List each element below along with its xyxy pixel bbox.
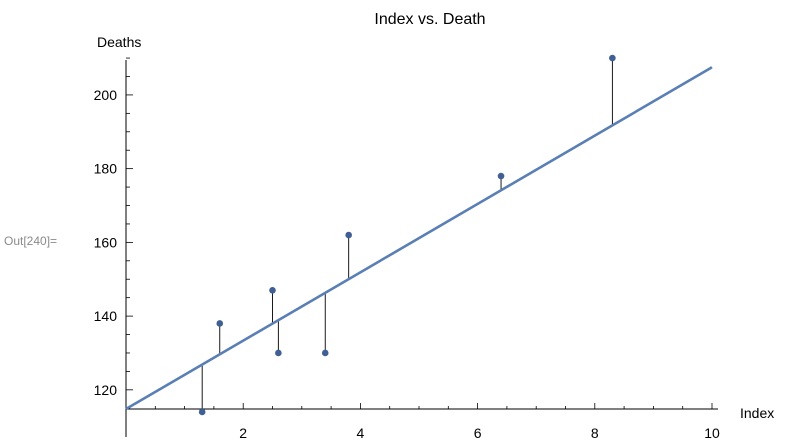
x-tick-label: 2	[239, 425, 247, 441]
y-tick-label: 120	[94, 382, 118, 398]
output-cell-label: Out[240]=	[4, 234, 58, 248]
x-tick-label: 6	[474, 425, 482, 441]
axes: 2 4 6 8 10 120 140 160 180 200	[94, 57, 720, 441]
x-axis-label: Index	[740, 405, 774, 421]
data-point	[345, 231, 352, 239]
chart-title: Index vs. Death	[374, 11, 485, 28]
x-tick-label: 4	[357, 425, 365, 441]
data-point	[321, 349, 329, 357]
y-tick-label: 160	[94, 234, 118, 250]
y-tick-label: 180	[94, 161, 118, 177]
data-point	[497, 172, 505, 180]
data-point	[275, 349, 282, 357]
y-tick-label: 200	[94, 87, 118, 103]
data-point	[269, 286, 276, 294]
data-point	[216, 320, 224, 327]
residual-lines	[201, 58, 613, 412]
x-tick-label: 10	[704, 425, 720, 441]
y-tick-label: 140	[94, 308, 118, 324]
fit-line	[125, 66, 713, 411]
fit-line-group	[125, 66, 713, 411]
x-tick-label: 8	[591, 425, 599, 441]
y-axis-label: Deaths	[97, 34, 141, 50]
data-points	[198, 54, 616, 416]
data-point	[609, 54, 616, 62]
data-point	[198, 408, 206, 416]
